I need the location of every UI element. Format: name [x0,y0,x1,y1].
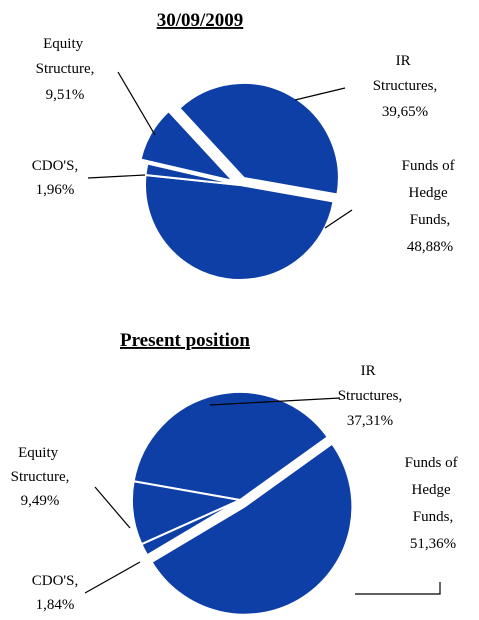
slice-label-line: Structure, [36,61,95,77]
slice-label: CDO'S, [32,158,78,174]
slice-label-line: Equity [18,445,62,461]
pie-slice [139,109,237,183]
slice-label-line: IR [361,363,380,379]
slice-label: CDO'S, [32,573,78,589]
leader-line [294,87,346,101]
slice-label-line: Funds, [413,509,453,525]
slice-label-line: Structures, [338,388,403,404]
slice-label-line: Equity [43,36,87,52]
chart-title: Present position [120,330,250,351]
slice-label-line: Structures, [373,78,438,94]
pie-slice [144,173,335,281]
slice-label-line: IR [396,53,415,69]
leader-line [324,209,353,229]
slice-label-line: CDO'S, [32,158,78,174]
pie-slice [177,81,340,196]
slice-label: Funds of Hedge Funds, [405,455,462,525]
pie-slice [132,391,330,502]
slice-label-line: Funds of [405,455,462,471]
leader-line [209,397,341,406]
slice-value-label: 1,96% [36,182,75,198]
slice-value-label: 39,65% [382,104,428,120]
pie-slice [150,442,354,616]
chart-title: 30/09/2009 [157,10,244,31]
leader-line [87,174,146,179]
slice-label: Funds of Hedge Funds, [402,158,459,228]
slice-value-label: 9,51% [46,87,85,103]
slice-label: IR Structures, [373,53,438,94]
leader-line [117,71,156,136]
slice-value-label: 51,36% [410,536,456,552]
leader-line [94,486,131,529]
slice-label: Equity Structure, [11,445,70,485]
slice-label-line: CDO'S, [32,573,78,589]
leader-line [355,582,441,595]
slice-value-label: 1,84% [36,597,75,613]
slice-label-line: Structure, [11,469,70,485]
leader-line [84,561,141,594]
slice-label-line: Funds of [402,158,459,174]
slice-label: IR Structures, [338,363,403,404]
pie-slice [131,480,244,546]
slice-label-line: Funds, [410,212,450,228]
slice-label-line: Hedge [412,482,455,498]
pie-slice [144,162,241,186]
slice-value-label: 37,31% [347,413,393,429]
slice-label-line: Hedge [409,185,452,201]
slice-label: Equity Structure, [36,36,95,77]
slice-value-label: 9,49% [21,493,60,509]
slice-value-label: 48,88% [407,239,453,255]
